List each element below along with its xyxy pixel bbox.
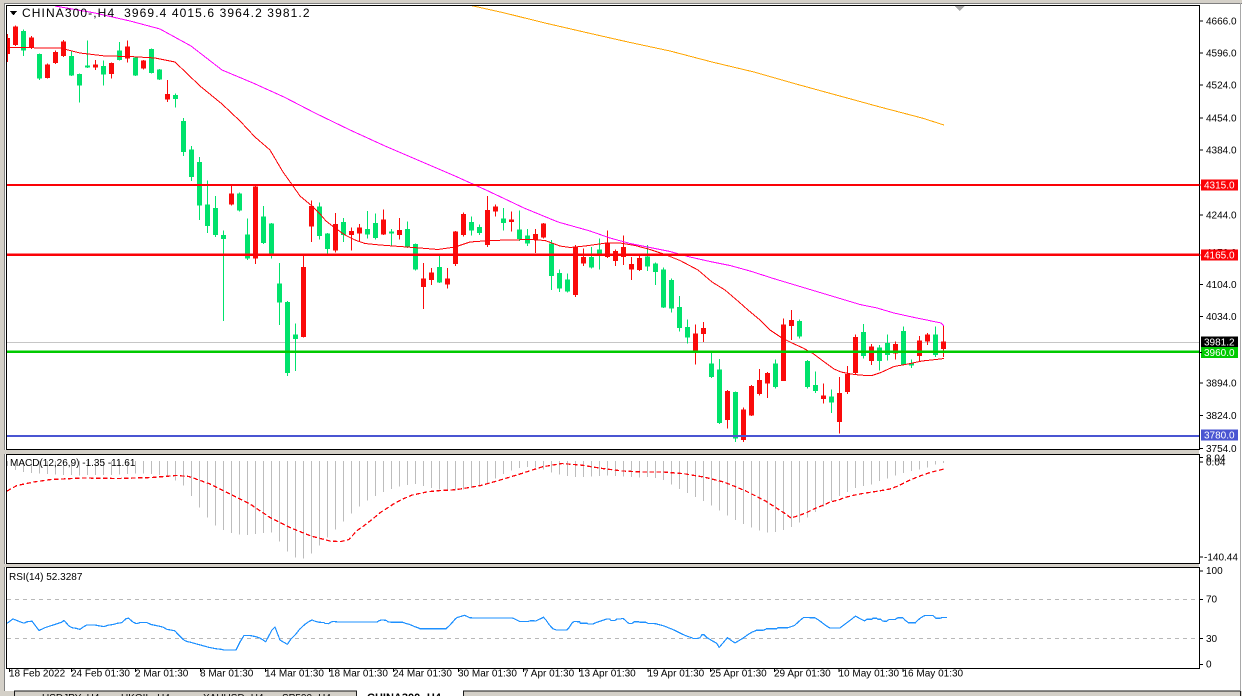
svg-text:CHINA300-,H4 3969.4 4015.6 39: CHINA300-,H4 3969.4 4015.6 3964.2 3981.2 [22,6,311,20]
svg-text:SP500-,H4: SP500-,H4 [282,693,331,696]
svg-text:4666.0: 4666.0 [1206,17,1237,28]
svg-text:XAUUSD-,H4: XAUUSD-,H4 [203,693,264,696]
svg-text:CHINA300-,H4: CHINA300-,H4 [367,692,442,696]
svg-text:3981.2: 3981.2 [1204,338,1235,349]
svg-text:13 Apr 01:30: 13 Apr 01:30 [579,669,636,680]
svg-text:70: 70 [1206,595,1218,606]
svg-text:4034.0: 4034.0 [1206,312,1237,323]
svg-text:2 Mar 01:30: 2 Mar 01:30 [135,669,189,680]
svg-text:8.04: 8.04 [1206,454,1226,465]
svg-text:3894.0: 3894.0 [1206,379,1237,390]
svg-text:30 Mar 01:30: 30 Mar 01:30 [458,669,517,680]
svg-text:-140.44: -140.44 [1204,553,1238,564]
svg-text:14 Mar 01:30: 14 Mar 01:30 [265,669,324,680]
svg-text:24 Mar 01:30: 24 Mar 01:30 [393,669,452,680]
svg-text:16 May 01:30: 16 May 01:30 [903,669,964,680]
svg-text:4454.0: 4454.0 [1206,114,1237,125]
svg-text:3960.0: 3960.0 [1204,348,1235,359]
svg-text:7 Apr 01:30: 7 Apr 01:30 [523,669,575,680]
svg-text:24 Feb 01:30: 24 Feb 01:30 [71,669,130,680]
svg-text:8 Mar 01:30: 8 Mar 01:30 [200,669,254,680]
svg-text:UKOIL-,H4: UKOIL-,H4 [121,693,170,696]
svg-text:100: 100 [1206,566,1223,577]
svg-text:USDJPY-,H4: USDJPY-,H4 [42,693,100,696]
svg-text:4244.0: 4244.0 [1206,211,1237,222]
svg-text:4315.0: 4315.0 [1204,181,1235,192]
svg-text:4524.0: 4524.0 [1206,81,1237,92]
svg-text:29 Apr 01:30: 29 Apr 01:30 [774,669,831,680]
svg-text:19 Apr 01:30: 19 Apr 01:30 [648,669,705,680]
svg-text:18 Mar 01:30: 18 Mar 01:30 [329,669,388,680]
svg-text:MACD(12,26,9) -1.35 -11.61: MACD(12,26,9) -1.35 -11.61 [10,458,136,469]
svg-text:0.04: 0.04 [1206,458,1226,469]
svg-text:4596.0: 4596.0 [1206,49,1237,60]
svg-text:4165.0: 4165.0 [1204,251,1235,262]
svg-text:3824.0: 3824.0 [1206,411,1237,422]
svg-text:RSI(14) 52.3287: RSI(14) 52.3287 [9,572,83,583]
svg-text:30: 30 [1206,634,1218,645]
svg-text:4384.0: 4384.0 [1206,146,1237,157]
svg-text:0: 0 [1206,660,1212,671]
svg-text:25 Apr 01:30: 25 Apr 01:30 [710,669,767,680]
svg-text:18 Feb 2022: 18 Feb 2022 [9,669,66,680]
svg-text:3780.0: 3780.0 [1204,431,1235,442]
svg-text:10 May 01:30: 10 May 01:30 [839,669,900,680]
svg-text:4104.0: 4104.0 [1206,280,1237,291]
svg-text:3754.0: 3754.0 [1206,444,1237,455]
